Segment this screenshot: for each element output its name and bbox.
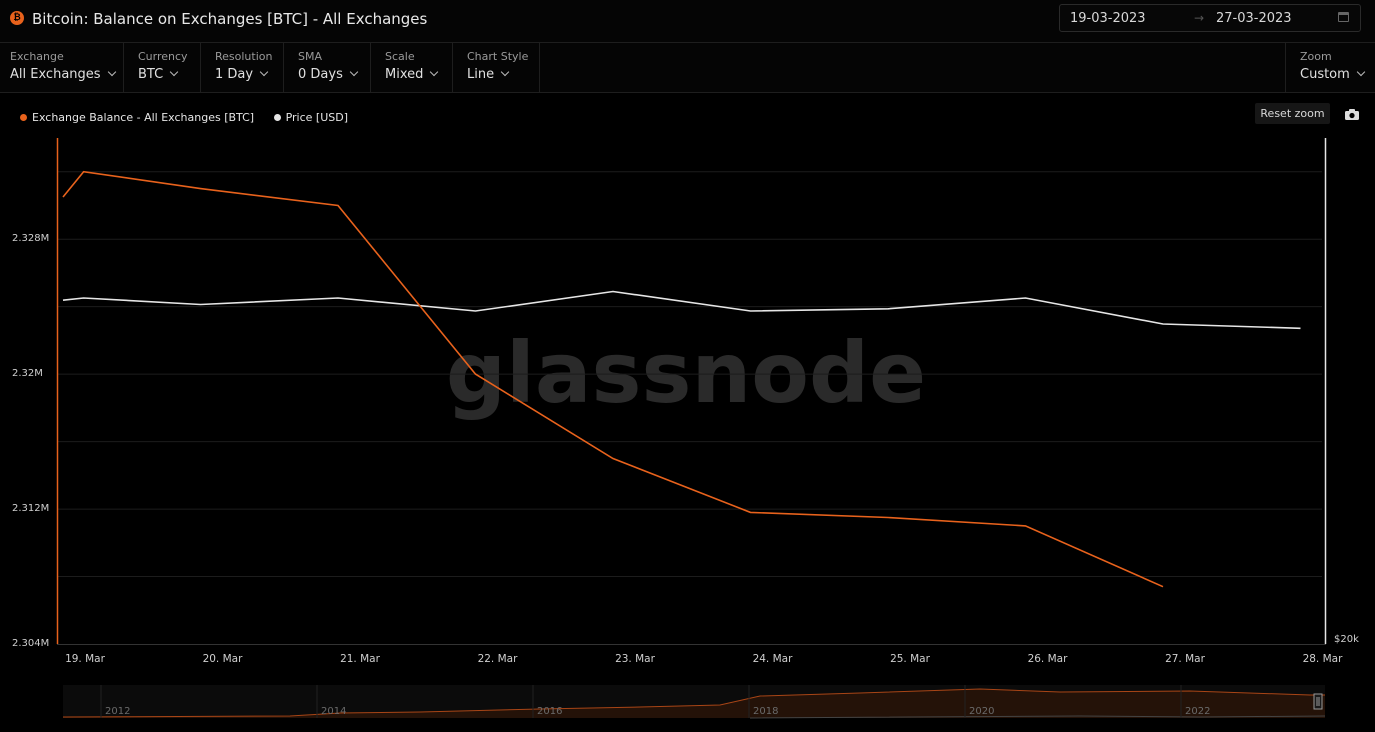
sma-label: SMA [298, 50, 322, 63]
scale-value[interactable]: Mixed [385, 67, 439, 82]
reset-zoom-button[interactable]: Reset zoom [1255, 103, 1330, 124]
right-axis-tick-label: $20k [1334, 634, 1359, 645]
resolution-dropdown[interactable]: Resolution 1 Day [201, 43, 284, 92]
chevron-down-icon [430, 67, 439, 77]
exchange-value[interactable]: All Exchanges [10, 67, 116, 82]
y-tick-label: 2.304M [12, 638, 49, 649]
balance-series-line [62, 170, 1164, 588]
navigator[interactable]: 2012 2014 2016 2018 2020 2022 [62, 685, 1326, 719]
x-tick-label: 25. Mar [890, 653, 931, 665]
date-to-input[interactable]: 27-03-2023 [1216, 11, 1292, 26]
price-series-line [62, 290, 1301, 330]
chart-area[interactable]: glassnode 2.304M 2.312M 2.32M 2.328M 19. Ma… [0, 132, 1375, 732]
watermark: glassnode [446, 324, 926, 422]
navigator-handle[interactable] [1313, 693, 1323, 710]
resolution-value[interactable]: 1 Day [215, 67, 269, 82]
navigator-area [63, 689, 1325, 718]
x-tick-label: 23. Mar [615, 653, 656, 665]
currency-dropdown[interactable]: Currency BTC [124, 43, 201, 92]
zoom-value[interactable]: Custom [1300, 67, 1366, 82]
chart-legend: Exchange Balance - All Exchanges [BTC] P… [20, 111, 364, 124]
navigator-year-label: 2016 [537, 706, 562, 717]
chart-style-value[interactable]: Line [467, 67, 510, 82]
legend-dot-balance [20, 114, 27, 121]
scale-label: Scale [385, 50, 415, 63]
date-range-picker[interactable]: 19-03-2023 → 27-03-2023 [1059, 4, 1361, 32]
x-tick-label: 19. Mar [65, 653, 106, 665]
chevron-down-icon [500, 67, 510, 77]
zoom-dropdown[interactable]: Zoom Custom [1285, 43, 1375, 92]
chevron-down-icon [259, 67, 269, 77]
navigator-year-label: 2018 [753, 706, 778, 717]
x-tick-label: 28. Mar [1303, 653, 1344, 665]
chevron-down-icon [169, 67, 179, 77]
x-tick-label: 22. Mar [478, 653, 519, 665]
legend-item-balance[interactable]: Exchange Balance - All Exchanges [BTC] [20, 111, 254, 124]
date-from-input[interactable]: 19-03-2023 [1070, 11, 1146, 26]
y-tick-label: 2.328M [12, 233, 49, 244]
currency-label: Currency [138, 50, 188, 63]
bitcoin-logo-icon: ₿ [10, 11, 24, 25]
x-tick-label: 27. Mar [1165, 653, 1206, 665]
y-tick-label: 2.312M [12, 503, 49, 514]
exchange-dropdown[interactable]: Exchange All Exchanges [0, 43, 124, 92]
scale-dropdown[interactable]: Scale Mixed [371, 43, 453, 92]
navigator-line [62, 688, 1325, 718]
y-tick-label: 2.32M [12, 368, 43, 379]
calendar-icon[interactable] [1338, 12, 1349, 22]
sma-dropdown[interactable]: SMA 0 Days [284, 43, 371, 92]
navigator-year-label: 2014 [321, 706, 346, 717]
navigator-year-label: 2012 [105, 706, 130, 717]
resolution-label: Resolution [215, 50, 273, 63]
chevron-down-icon [107, 67, 116, 77]
chevron-down-icon [1356, 67, 1366, 77]
legend-item-price[interactable]: Price [USD] [273, 111, 348, 124]
x-tick-label: 26. Mar [1028, 653, 1069, 665]
camera-icon[interactable] [1344, 108, 1360, 121]
page-title: Bitcoin: Balance on Exchanges [BTC] - Al… [32, 10, 428, 28]
chart-controls: Exchange All Exchanges Currency BTC Reso… [0, 43, 1375, 93]
chevron-down-icon [349, 67, 359, 77]
navigator-year-label: 2020 [969, 706, 994, 717]
header-bar: ₿ Bitcoin: Balance on Exchanges [BTC] - … [0, 0, 1375, 43]
x-tick-label: 21. Mar [340, 653, 381, 665]
navigator-year-label: 2022 [1185, 706, 1210, 717]
exchange-label: Exchange [10, 50, 64, 63]
sma-value[interactable]: 0 Days [298, 67, 359, 82]
date-arrow-icon: → [1194, 11, 1205, 25]
chart-style-label: Chart Style [467, 50, 529, 63]
navigator-price-line [749, 715, 1326, 719]
x-tick-label: 20. Mar [203, 653, 244, 665]
legend-dot-price [273, 114, 281, 121]
currency-value[interactable]: BTC [138, 67, 179, 82]
zoom-label: Zoom [1300, 50, 1332, 63]
x-tick-label: 24. Mar [753, 653, 794, 665]
chart-style-dropdown[interactable]: Chart Style Line [453, 43, 540, 92]
